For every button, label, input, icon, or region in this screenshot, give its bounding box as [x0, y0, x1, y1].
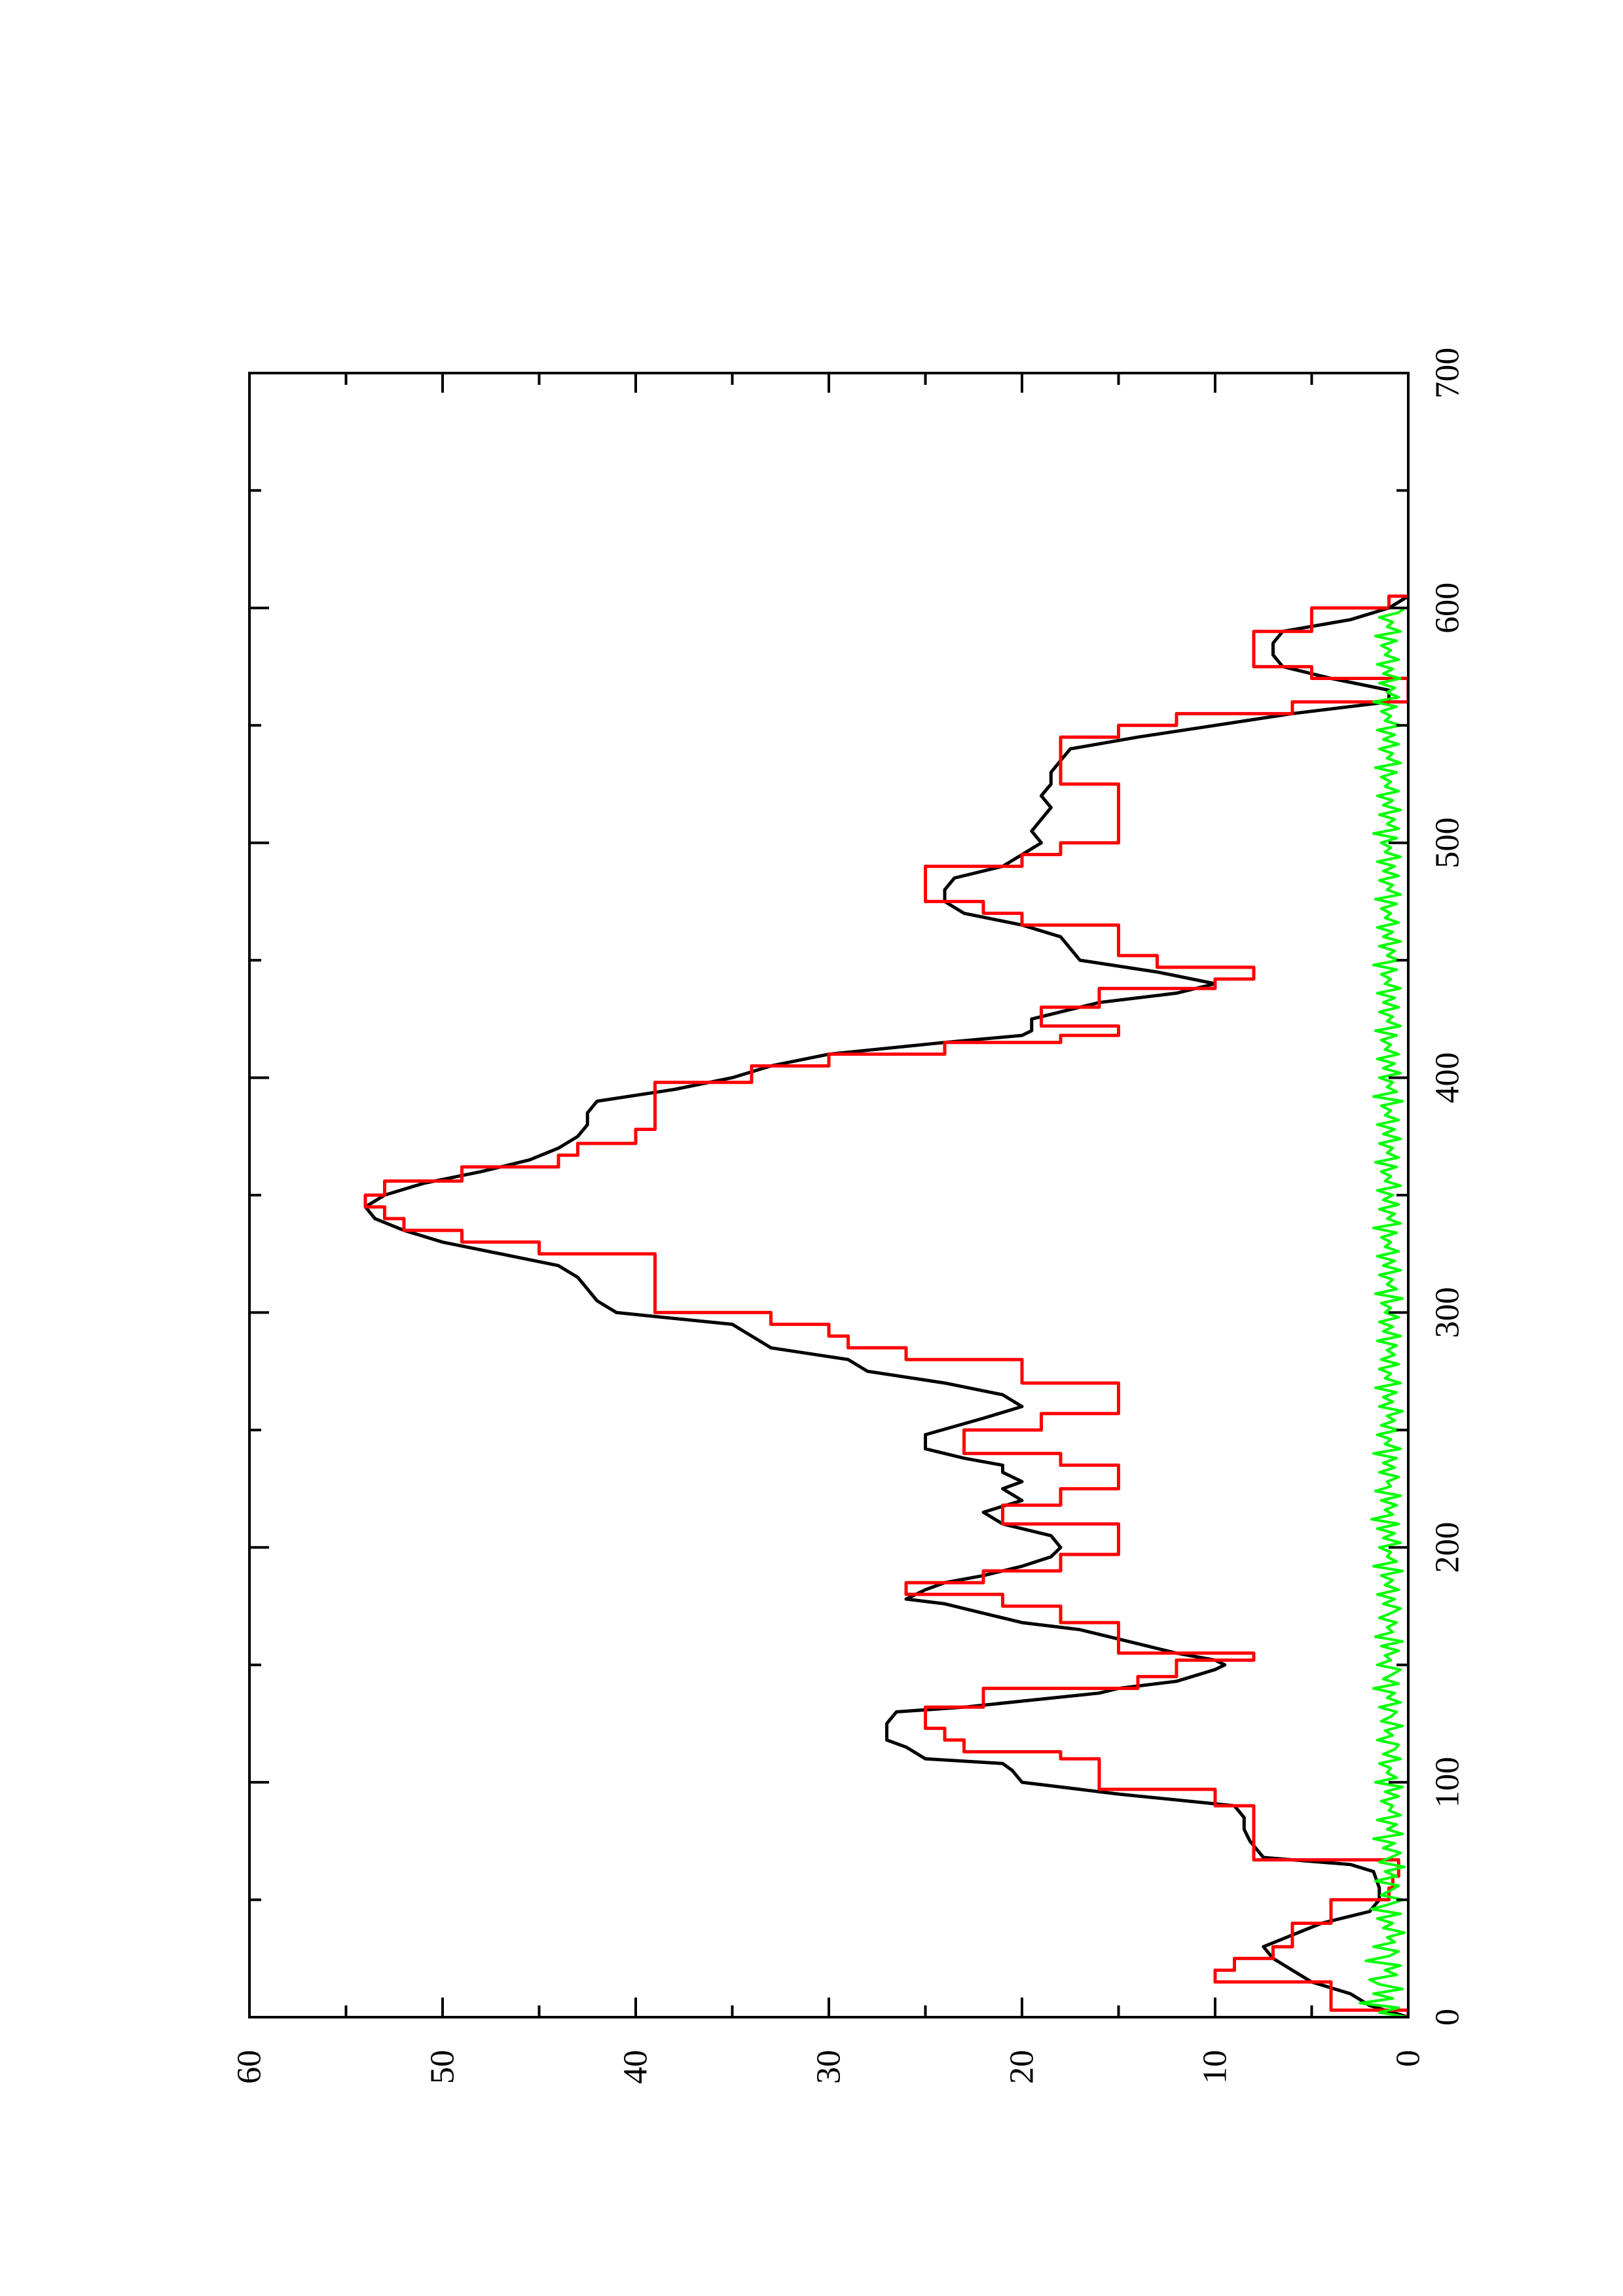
series-line-2 — [363, 594, 1408, 2017]
ticks-layer — [248, 372, 1410, 2018]
y-tick-label: 0 — [1390, 2050, 1427, 2067]
y-tick-label: 10 — [1197, 2050, 1234, 2084]
tick-labels-layer: 0 100 200 300 400 500 600 700 0 10 20 30 40 50 60 — [231, 348, 1467, 2084]
y-tick-label: 40 — [617, 2050, 655, 2084]
x-tick-label: 600 — [1429, 583, 1467, 634]
y-tick-label: 60 — [231, 2050, 268, 2084]
x-tick-label: 700 — [1429, 348, 1467, 399]
x-tick-label: 200 — [1429, 1522, 1467, 1573]
x-tick-label: 400 — [1429, 1052, 1467, 1103]
y-tick-label: 20 — [1004, 2050, 1041, 2084]
y-tick-label: 30 — [811, 2050, 848, 2084]
x-tick-label: 100 — [1429, 1757, 1467, 1808]
series-layer — [363, 594, 1408, 2017]
series-line-1 — [363, 594, 1408, 2017]
series-line-3 — [1359, 607, 1408, 2017]
y-tick-label: 50 — [424, 2050, 462, 2084]
x-tick-label: 500 — [1429, 817, 1467, 869]
x-tick-label: 0 — [1429, 2009, 1467, 2026]
x-tick-label: 300 — [1429, 1287, 1467, 1338]
